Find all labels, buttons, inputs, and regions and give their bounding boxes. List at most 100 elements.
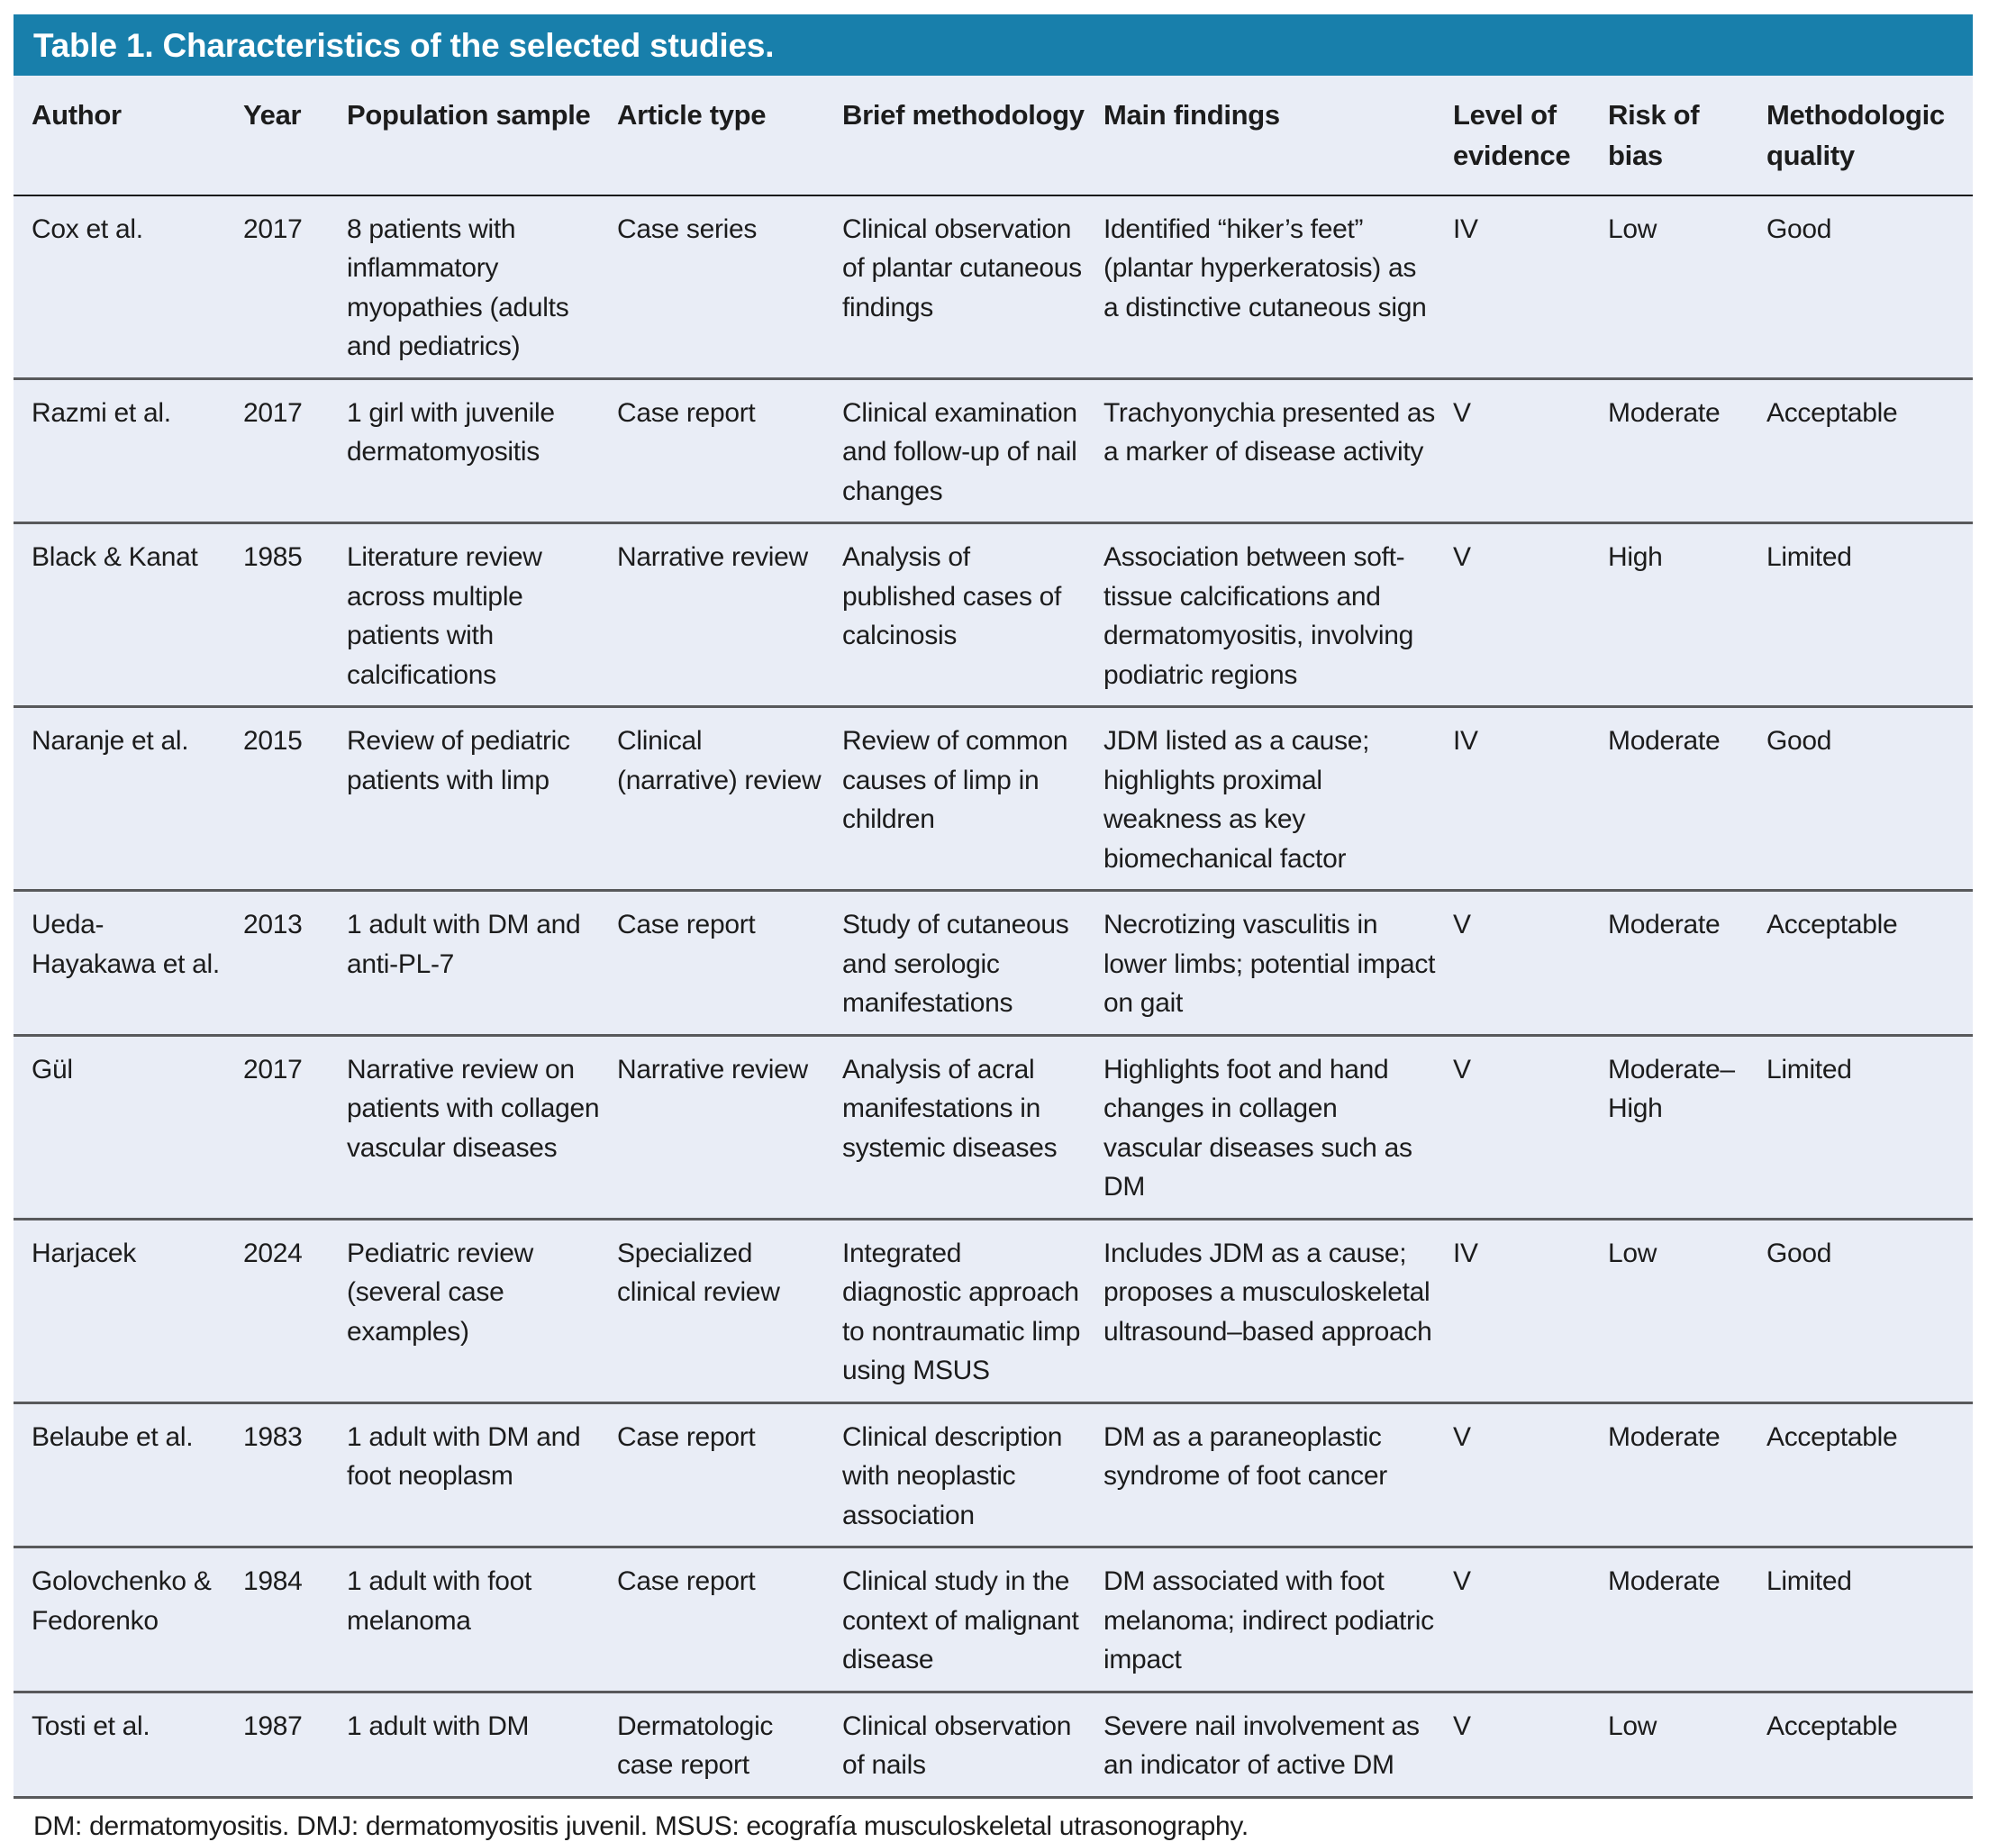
column-header-brief-methodology: Brief methodology bbox=[842, 76, 1103, 196]
cell-article-type: Clinical (narrative) review bbox=[617, 706, 842, 893]
cell-quality: Acceptable bbox=[1766, 378, 1973, 525]
cell-author: Naranje et al. bbox=[14, 706, 243, 893]
cell-author: Gül bbox=[14, 1035, 243, 1220]
cell-population: 1 girl with juvenile dermatomyositis bbox=[347, 378, 617, 525]
table-title: Table 1. Characteristics of the selected… bbox=[14, 14, 1973, 76]
cell-evidence: IV bbox=[1453, 195, 1608, 380]
cell-year: 1983 bbox=[243, 1402, 347, 1549]
cell-findings: DM associated with foot melanoma; indire… bbox=[1103, 1547, 1453, 1693]
cell-methodology: Clinical study in the context of maligna… bbox=[842, 1547, 1103, 1693]
cell-population: Narrative review on patients with collag… bbox=[347, 1035, 617, 1220]
column-header-main-findings: Main findings bbox=[1103, 76, 1453, 196]
cell-methodology: Study of cutaneous and serologic manifes… bbox=[842, 890, 1103, 1037]
cell-author: Tosti et al. bbox=[14, 1692, 243, 1799]
cell-year: 2017 bbox=[243, 378, 347, 525]
cell-year: 2017 bbox=[243, 1035, 347, 1220]
column-header-author: Author bbox=[14, 76, 243, 196]
table-row: Black & Kanat 1985 Literature review acros… bbox=[14, 522, 1973, 709]
cell-year: 1987 bbox=[243, 1692, 347, 1799]
cell-findings: Necrotizing vasculitis in lower limbs; p… bbox=[1103, 890, 1453, 1037]
table-body: Cox et al. 2017 8 patients with inflammato… bbox=[14, 195, 1973, 1799]
cell-evidence: V bbox=[1453, 378, 1608, 525]
cell-bias: Moderate–High bbox=[1608, 1035, 1766, 1220]
cell-year: 2017 bbox=[243, 195, 347, 380]
cell-methodology: Clinical observation of nails bbox=[842, 1692, 1103, 1799]
cell-findings: Highlights foot and hand changes in coll… bbox=[1103, 1035, 1453, 1220]
cell-population: 1 adult with foot melanoma bbox=[347, 1547, 617, 1693]
cell-bias: High bbox=[1608, 522, 1766, 709]
cell-year: 1985 bbox=[243, 522, 347, 709]
cell-findings: Identified “hiker’s feet” (plantar hyper… bbox=[1103, 195, 1453, 380]
cell-year: 1984 bbox=[243, 1547, 347, 1693]
cell-article-type: Case report bbox=[617, 1402, 842, 1549]
column-header-population-sample: Population sample bbox=[347, 76, 617, 196]
table-footnote: DM: dermatomyositis. DMJ: dermatomyositi… bbox=[33, 1810, 1249, 1841]
cell-article-type: Case report bbox=[617, 378, 842, 525]
cell-quality: Limited bbox=[1766, 522, 1973, 709]
cell-findings: Includes JDM as a cause; proposes a musc… bbox=[1103, 1219, 1453, 1404]
cell-year: 2024 bbox=[243, 1219, 347, 1404]
table-row: Belaube et al. 1983 1 adult with DM and fo… bbox=[14, 1402, 1973, 1549]
cell-quality: Good bbox=[1766, 195, 1973, 380]
cell-findings: Severe nail involvement as an indicator … bbox=[1103, 1692, 1453, 1799]
cell-methodology: Integrated diagnostic approach to nontra… bbox=[842, 1219, 1103, 1404]
cell-quality: Good bbox=[1766, 1219, 1973, 1404]
column-header-methodologic-quality: Methodologic quality bbox=[1766, 76, 1973, 196]
cell-quality: Good bbox=[1766, 706, 1973, 893]
cell-quality: Acceptable bbox=[1766, 1692, 1973, 1799]
cell-article-type: Case report bbox=[617, 1547, 842, 1693]
table-row: Gül 2017 Narrative review on patients with… bbox=[14, 1035, 1973, 1220]
cell-population: 1 adult with DM and anti-PL-7 bbox=[347, 890, 617, 1037]
cell-findings: DM as a paraneoplastic syndrome of foot … bbox=[1103, 1402, 1453, 1549]
cell-article-type: Dermatologic case report bbox=[617, 1692, 842, 1799]
studies-table-panel: Table 1. Characteristics of the selected… bbox=[14, 14, 1973, 1842]
cell-evidence: V bbox=[1453, 522, 1608, 709]
cell-evidence: V bbox=[1453, 1035, 1608, 1220]
table-row: Naranje et al. 2015 Review of pediatric pa… bbox=[14, 706, 1973, 893]
studies-table: Author Year Population sample Article ty… bbox=[14, 76, 1973, 1799]
cell-population: 1 adult with DM and foot neoplasm bbox=[347, 1402, 617, 1549]
cell-evidence: IV bbox=[1453, 706, 1608, 893]
cell-quality: Limited bbox=[1766, 1035, 1973, 1220]
cell-evidence: V bbox=[1453, 890, 1608, 1037]
cell-quality: Acceptable bbox=[1766, 1402, 1973, 1549]
column-header-year: Year bbox=[243, 76, 347, 196]
cell-article-type: Case series bbox=[617, 195, 842, 380]
cell-evidence: IV bbox=[1453, 1219, 1608, 1404]
cell-quality: Limited bbox=[1766, 1547, 1973, 1693]
cell-methodology: Clinical examination and follow-up of na… bbox=[842, 378, 1103, 525]
table-row: Cox et al. 2017 8 patients with inflammato… bbox=[14, 195, 1973, 380]
cell-author: Black & Kanat bbox=[14, 522, 243, 709]
cell-bias: Moderate bbox=[1608, 890, 1766, 1037]
table-header-row: Author Year Population sample Article ty… bbox=[14, 76, 1973, 196]
cell-evidence: V bbox=[1453, 1547, 1608, 1693]
cell-article-type: Specialized clinical review bbox=[617, 1219, 842, 1404]
cell-bias: Moderate bbox=[1608, 706, 1766, 893]
cell-population: 1 adult with DM bbox=[347, 1692, 617, 1799]
cell-bias: Moderate bbox=[1608, 1402, 1766, 1549]
cell-year: 2013 bbox=[243, 890, 347, 1037]
cell-evidence: V bbox=[1453, 1402, 1608, 1549]
table-row: Tosti et al. 1987 1 adult with DM Dermatolo… bbox=[14, 1692, 1973, 1799]
cell-population: Review of pediatric patients with limp bbox=[347, 706, 617, 893]
cell-bias: Moderate bbox=[1608, 1547, 1766, 1693]
cell-year: 2015 bbox=[243, 706, 347, 893]
column-header-risk-of-bias: Risk of bias bbox=[1608, 76, 1766, 196]
cell-methodology: Review of common causes of limp in child… bbox=[842, 706, 1103, 893]
column-header-article-type: Article type bbox=[617, 76, 842, 196]
cell-methodology: Clinical observation of plantar cutaneou… bbox=[842, 195, 1103, 380]
cell-population: 8 patients with inflammatory myopathies … bbox=[347, 195, 617, 380]
cell-article-type: Narrative review bbox=[617, 522, 842, 709]
cell-findings: Trachyonychia presented as a marker of d… bbox=[1103, 378, 1453, 525]
table-row: Harjacek 2024 Pediatric review (several ca… bbox=[14, 1219, 1973, 1404]
cell-author: Golovchenko & Fedorenko bbox=[14, 1547, 243, 1693]
table-row: Razmi et al. 2017 1 girl with juvenile der… bbox=[14, 378, 1973, 525]
cell-methodology: Analysis of acral manifestations in syst… bbox=[842, 1035, 1103, 1220]
cell-findings: JDM listed as a cause; highlights proxim… bbox=[1103, 706, 1453, 893]
cell-bias: Low bbox=[1608, 1692, 1766, 1799]
cell-author: Belaube et al. bbox=[14, 1402, 243, 1549]
table-row: Golovchenko & Fedorenko 1984 1 adult with … bbox=[14, 1547, 1973, 1693]
cell-methodology: Clinical description with neoplastic ass… bbox=[842, 1402, 1103, 1549]
cell-author: Harjacek bbox=[14, 1219, 243, 1404]
cell-author: Razmi et al. bbox=[14, 378, 243, 525]
